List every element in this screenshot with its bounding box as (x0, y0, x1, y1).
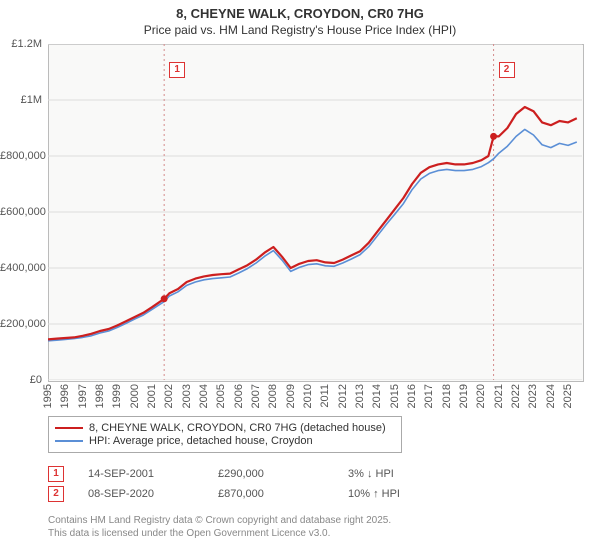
x-tick-label: 2016 (406, 384, 418, 408)
legend-label: 8, CHEYNE WALK, CROYDON, CR0 7HG (detach… (89, 422, 386, 434)
x-tick-label: 2018 (441, 384, 453, 408)
x-tick-label: 2000 (129, 384, 141, 408)
x-tick-label: 1999 (111, 384, 123, 408)
footer-line1: Contains HM Land Registry data © Crown c… (48, 514, 391, 527)
x-tick-label: 2006 (233, 384, 245, 408)
title-line2: Price paid vs. HM Land Registry's House … (0, 23, 600, 37)
y-tick-label: £1.2M (0, 38, 42, 50)
title-line1: 8, CHEYNE WALK, CROYDON, CR0 7HG (0, 6, 600, 21)
x-tick-label: 2012 (337, 384, 349, 408)
legend-box: 8, CHEYNE WALK, CROYDON, CR0 7HG (detach… (48, 416, 402, 453)
y-tick-label: £200,000 (0, 318, 42, 330)
footer-text: Contains HM Land Registry data © Crown c… (48, 514, 391, 540)
legend-row: HPI: Average price, detached house, Croy… (55, 435, 395, 447)
x-tick-label: 2020 (475, 384, 487, 408)
y-tick-label: £400,000 (0, 262, 42, 274)
x-tick-label: 2019 (458, 384, 470, 408)
footer-line2: This data is licensed under the Open Gov… (48, 527, 391, 540)
chart-container: 8, CHEYNE WALK, CROYDON, CR0 7HG Price p… (0, 0, 600, 560)
legend-swatch (55, 427, 83, 429)
y-tick-label: £800,000 (0, 150, 42, 162)
x-tick-label: 2024 (545, 384, 557, 408)
sales-price: £290,000 (218, 468, 348, 480)
x-tick-label: 2015 (389, 384, 401, 408)
x-tick-label: 2022 (510, 384, 522, 408)
y-tick-label: £0 (0, 374, 42, 386)
sales-row: 1 14-SEP-2001£290,0003% ↓ HPI (48, 466, 478, 482)
x-tick-label: 2021 (493, 384, 505, 408)
sales-delta: 3% ↓ HPI (348, 468, 478, 480)
y-tick-label: £1M (0, 94, 42, 106)
chart-marker-badge: 1 (169, 62, 185, 78)
x-tick-label: 2025 (562, 384, 574, 408)
sales-marker-badge: 1 (48, 466, 64, 482)
x-tick-label: 2008 (267, 384, 279, 408)
x-tick-label: 2004 (198, 384, 210, 408)
x-tick-label: 2002 (163, 384, 175, 408)
sales-delta: 10% ↑ HPI (348, 488, 478, 500)
x-tick-label: 2017 (423, 384, 435, 408)
sales-marker-badge: 2 (48, 486, 64, 502)
y-tick-label: £600,000 (0, 206, 42, 218)
x-tick-label: 2010 (302, 384, 314, 408)
plot-svg (48, 44, 582, 380)
x-tick-label: 2013 (354, 384, 366, 408)
legend-label: HPI: Average price, detached house, Croy… (89, 435, 313, 447)
sales-table: 1 14-SEP-2001£290,0003% ↓ HPI 2 08-SEP-2020… (48, 462, 478, 506)
legend-swatch (55, 440, 83, 442)
x-tick-label: 2023 (527, 384, 539, 408)
sales-date: 08-SEP-2020 (88, 488, 218, 500)
sales-price: £870,000 (218, 488, 348, 500)
x-tick-label: 2009 (285, 384, 297, 408)
x-tick-label: 1995 (42, 384, 54, 408)
title-block: 8, CHEYNE WALK, CROYDON, CR0 7HG Price p… (0, 0, 600, 37)
sales-row: 2 08-SEP-2020£870,00010% ↑ HPI (48, 486, 478, 502)
legend-row: 8, CHEYNE WALK, CROYDON, CR0 7HG (detach… (55, 422, 395, 434)
x-tick-label: 2011 (319, 384, 331, 408)
x-tick-label: 2014 (371, 384, 383, 408)
x-tick-label: 1997 (77, 384, 89, 408)
x-tick-label: 2001 (146, 384, 158, 408)
x-tick-label: 2003 (181, 384, 193, 408)
x-tick-label: 2007 (250, 384, 262, 408)
x-tick-label: 2005 (215, 384, 227, 408)
chart-marker-badge: 2 (499, 62, 515, 78)
chart-area: £0£200,000£400,000£600,000£800,000£1M£1.… (48, 44, 582, 380)
x-tick-label: 1998 (94, 384, 106, 408)
x-tick-label: 1996 (59, 384, 71, 408)
sales-date: 14-SEP-2001 (88, 468, 218, 480)
